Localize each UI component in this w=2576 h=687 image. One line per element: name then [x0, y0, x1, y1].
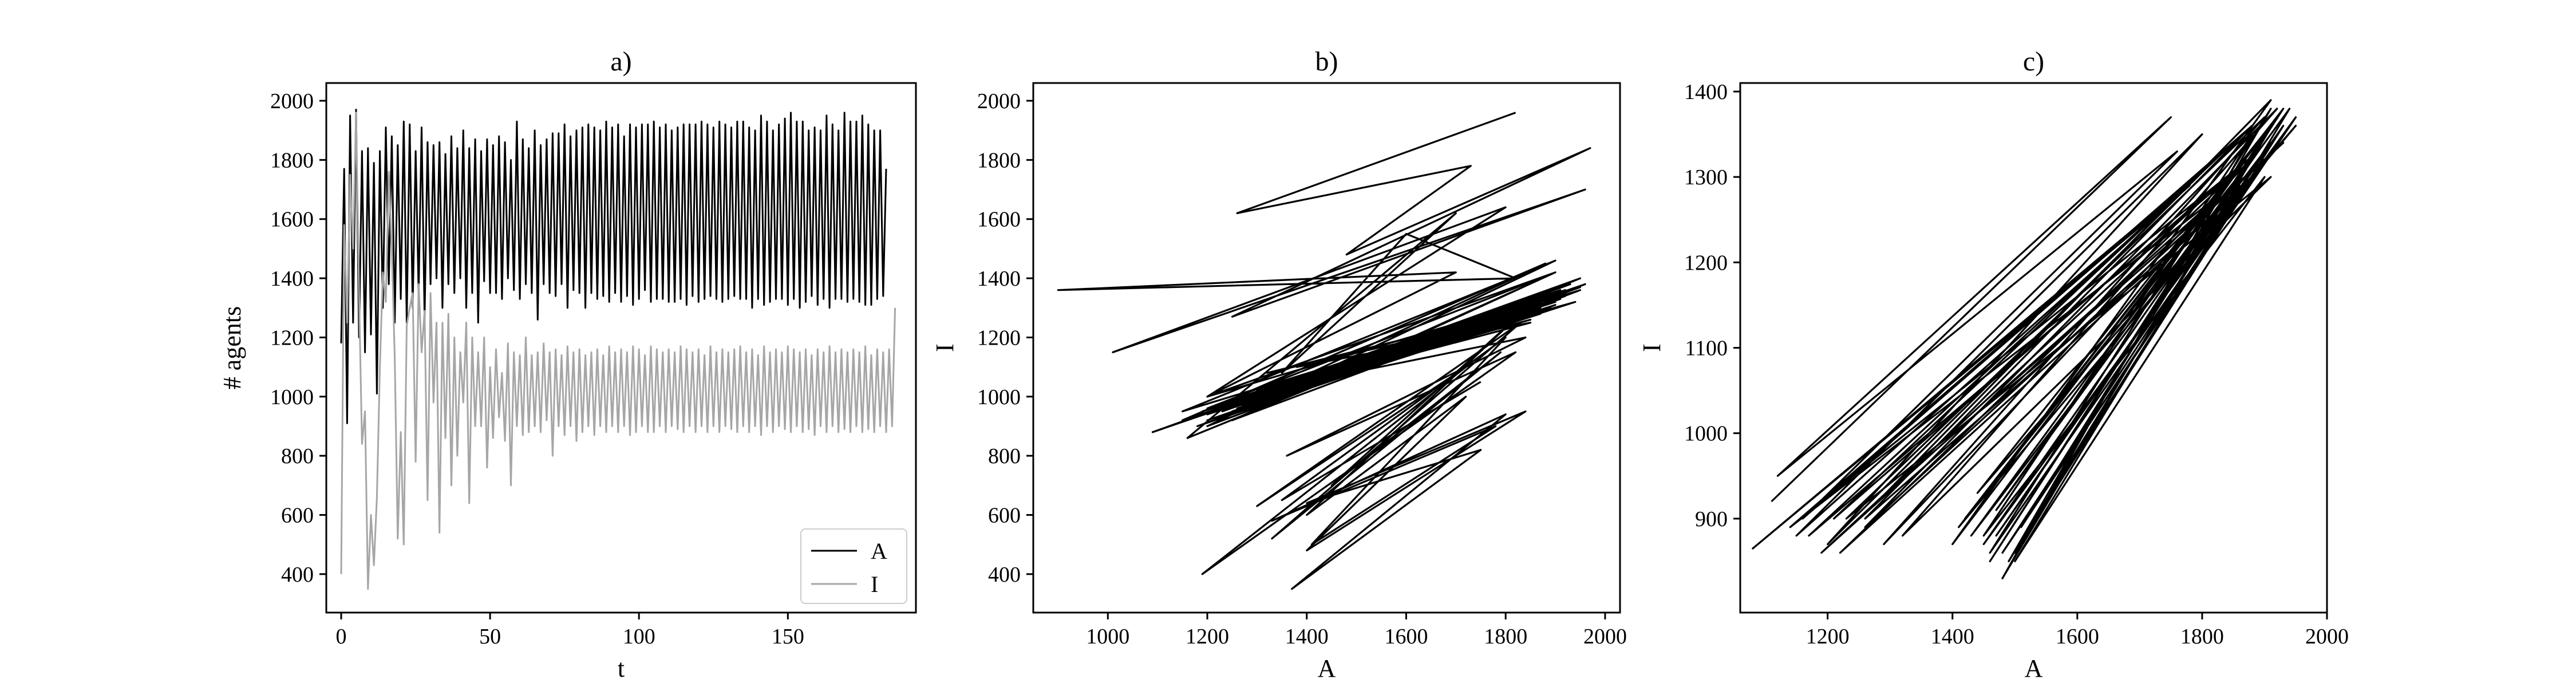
y-tick-label: 400: [281, 563, 314, 587]
x-tick-label: 1800: [1484, 625, 1527, 649]
y-tick-label: 400: [988, 563, 1021, 587]
y-axis-label: # agents: [218, 306, 246, 389]
panel-title: a): [610, 46, 631, 77]
x-tick-label: 150: [772, 625, 804, 649]
x-tick-label: 1400: [1285, 625, 1329, 649]
y-axis-label: I: [1638, 344, 1666, 352]
legend-label-i: I: [871, 571, 878, 597]
x-tick-label: 100: [623, 625, 655, 649]
series-line-1: [1752, 99, 2297, 579]
chart-root: 0 50 100 150 400 600 800 1000 1200 1400 1600 1800 20…: [218, 46, 2349, 682]
y-tick-label: 1800: [270, 148, 314, 172]
x-tick-label: 1000: [1086, 625, 1129, 649]
x-tick-label: 1200: [1806, 625, 1850, 649]
series-line-1: [1057, 112, 1591, 590]
y-tick-label: 1200: [1684, 251, 1728, 275]
x-tick-label: 2000: [2305, 625, 2349, 649]
x-tick-label: 1400: [1931, 625, 1974, 649]
plot-area: [1057, 112, 1591, 590]
y-tick-label: 1000: [270, 385, 314, 409]
legend-label-a: A: [871, 538, 887, 564]
y-tick-label: 1600: [977, 208, 1021, 232]
panel-title: b): [1315, 46, 1338, 77]
y-tick-label: 1200: [270, 326, 314, 350]
panel-2: 1000 1200 1400 1600 1800 2000 400 600 800 1000 120…: [931, 46, 1627, 682]
x-tick-label: 2000: [1583, 625, 1627, 649]
y-tick-label: 1400: [270, 267, 314, 291]
plot-area: [340, 109, 896, 590]
y-tick-label: 1100: [1685, 337, 1728, 361]
y-tick-label: 1200: [977, 326, 1021, 350]
y-tick-label: 1400: [977, 267, 1021, 291]
y-tick-label: 2000: [270, 89, 314, 113]
y-tick-label: 1000: [1684, 422, 1728, 446]
series-line-a: [340, 109, 887, 424]
x-axis-label: A: [2025, 654, 2043, 682]
panel-1: 0 50 100 150 400 600 800 1000 1200 1400 1600 1800 20…: [218, 46, 917, 682]
x-tick-label: 1600: [2056, 625, 2099, 649]
x-axis-label: t: [618, 654, 625, 682]
y-tick-label: 1600: [270, 208, 314, 232]
panel-3: 1200 1400 1600 1800 2000 900 1000 1100 1200 1300 1…: [1638, 46, 2349, 682]
series-line-i: [340, 112, 896, 590]
x-axis-label: A: [1318, 654, 1336, 682]
x-tick-label: 50: [479, 625, 501, 649]
x-tick-label: 0: [336, 625, 347, 649]
y-tick-label: 800: [281, 444, 314, 468]
y-tick-label: 1800: [977, 148, 1021, 172]
x-tick-label: 1200: [1186, 625, 1229, 649]
legend-box: [800, 528, 907, 604]
x-tick-label: 1600: [1384, 625, 1428, 649]
plot-frame: [325, 82, 917, 614]
y-tick-label: 800: [988, 444, 1021, 468]
y-tick-label: 600: [988, 503, 1021, 527]
y-tick-label: 1300: [1684, 165, 1728, 189]
x-tick-label: 1800: [2180, 625, 2224, 649]
plot-frame: [1032, 82, 1621, 614]
y-tick-label: 2000: [977, 89, 1021, 113]
y-tick-label: 1000: [977, 385, 1021, 409]
panel-title: c): [2023, 46, 2044, 77]
y-axis-label: I: [931, 344, 959, 352]
y-tick-label: 1400: [1684, 80, 1728, 104]
y-tick-label: 900: [1695, 507, 1728, 531]
y-tick-label: 600: [281, 503, 314, 527]
legend: AI: [800, 528, 907, 604]
plot-area: [1752, 99, 2297, 579]
